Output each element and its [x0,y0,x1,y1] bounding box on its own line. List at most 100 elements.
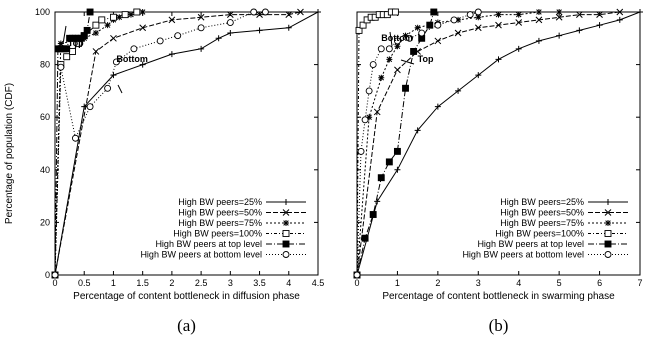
data-point [377,174,385,182]
data-point [414,127,421,134]
data-point [374,198,381,205]
legend-marker [605,199,611,205]
y-axis-label: Percentage of population (CDF) [4,83,15,224]
data-point [198,45,205,52]
data-point [394,166,401,173]
series-line [54,11,301,276]
legend-entry: High BW peers at bottom level [462,250,584,260]
x-tick-label: 1 [111,278,116,288]
panel-caption: (a) [177,316,196,335]
legend-marker [605,220,611,226]
data-point [474,24,482,32]
data-point [475,14,482,21]
x-tick-label: 2.5 [195,278,208,288]
panel-caption: (b) [489,316,509,335]
x-tick-label: 5 [557,278,562,288]
series-1 [52,9,321,278]
legend-entry: High BW peers=50% [500,208,584,218]
data-point [98,16,106,24]
data-point [495,11,502,18]
x-tick-label: 4.5 [312,278,325,288]
data-point [256,11,263,18]
data-point [51,271,59,279]
legend-marker [282,251,290,258]
data-point [455,87,462,94]
series-5 [353,8,438,279]
data-point [174,32,182,40]
series-line [356,11,620,276]
legend-entry: High BW peers at bottom level [140,250,262,260]
data-point [414,24,421,31]
legend-entry: High BW peers=25% [178,197,262,207]
x-tick-label: 6 [597,278,602,288]
annotation-arrow [389,31,393,47]
data-point [63,45,71,53]
y-tick-label: 20 [40,217,50,227]
data-point [394,66,401,74]
data-point [576,27,583,34]
legend-marker [604,209,612,216]
data-point [359,21,367,29]
y-tick-label: 40 [40,165,50,175]
data-point [285,11,293,18]
data-point [365,87,373,95]
data-point [369,61,377,69]
data-point [130,45,138,53]
x-tick-label: 4 [516,278,521,288]
data-point [261,8,269,16]
data-point [104,84,112,92]
data-point [434,37,442,45]
data-point [535,9,542,15]
data-point [378,74,385,81]
data-point [256,27,263,34]
legend-entry: High BW peers at top level [477,239,584,249]
data-point [83,26,91,34]
data-point [86,8,94,16]
annotation-label: Top [68,38,84,48]
series-4 [353,8,399,279]
legend-entry: High BW peers=75% [500,218,584,228]
legend-marker [283,220,289,226]
data-point [168,16,176,24]
data-point [369,211,377,218]
legend: High BW peers=25%High BW peers=50%High B… [462,197,628,260]
data-point [373,108,381,116]
legend-marker [604,251,612,258]
data-point [227,30,234,37]
legend-entry: High BW peers at top level [155,239,262,249]
x-tick-label: 3 [476,278,481,288]
data-point [515,45,522,52]
legend-marker [283,199,289,205]
annotation-arrow [117,84,123,94]
data-point [226,19,234,26]
y-tick-label: 0 [45,270,50,280]
series-1 [354,9,643,278]
data-point [168,51,175,58]
data-point [434,103,441,110]
data-point [406,34,414,42]
annotation-arrow [400,59,415,65]
data-point [402,32,409,39]
data-point [386,56,393,63]
data-point [616,8,624,16]
data-point [515,19,523,26]
legend-entry: High BW peers=50% [178,208,262,218]
data-point [110,34,117,42]
chart-panel-a: 0 0.5 1 1.5 2 2.5 3 3.5 4 4.5 0 20 40 60 80 100 Percenta… [4,7,324,335]
data-point [393,147,401,155]
data-point [495,56,502,63]
data-point [391,8,399,16]
data-point [156,37,164,45]
data-point [92,21,100,29]
data-point [139,9,146,15]
data-point [127,11,134,18]
data-point [430,8,438,16]
data-point [535,16,543,24]
series-2 [51,8,304,279]
data-point [63,53,71,61]
x-tick-label: 1.5 [136,278,149,288]
data-point [466,11,474,19]
data-point [92,30,99,37]
data-point [139,61,146,68]
